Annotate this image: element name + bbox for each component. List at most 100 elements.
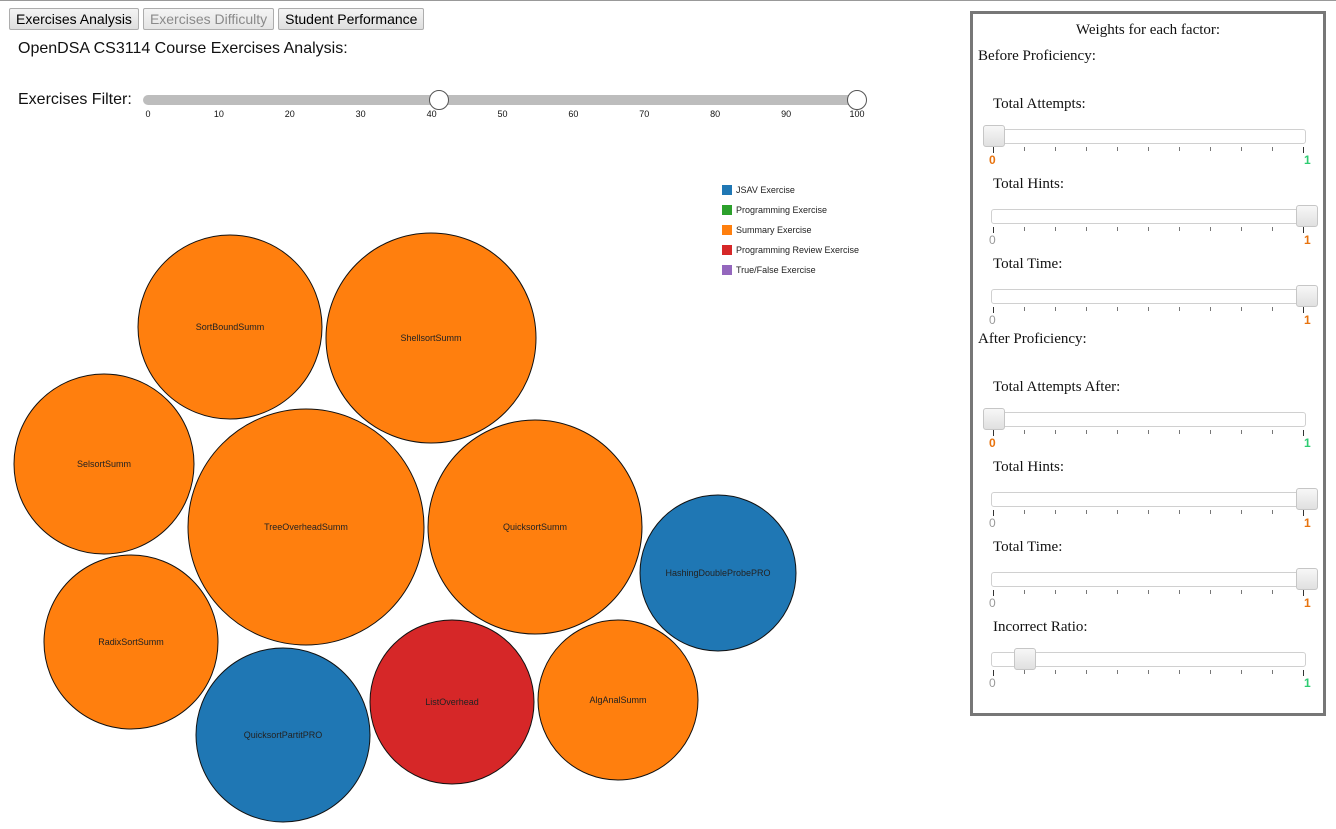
weight-factor-label: Incorrect Ratio: xyxy=(993,619,1088,635)
weight-slider-ticks xyxy=(993,510,1304,516)
before-proficiency-label: Before Proficiency: xyxy=(978,48,1096,64)
weight-slider-handle[interactable] xyxy=(1296,205,1318,227)
exercise-bubble-circle[interactable] xyxy=(43,554,219,730)
view-tabs: Exercises Analysis Exercises Difficulty … xyxy=(9,8,425,30)
weight-slider-ticks xyxy=(993,590,1304,596)
exercise-bubble[interactable]: QuicksortSumm xyxy=(427,419,643,635)
legend-swatch xyxy=(722,265,732,275)
weight-slider-handle[interactable] xyxy=(1014,648,1037,670)
weight-slider-handle[interactable] xyxy=(1296,568,1318,590)
exercise-bubble[interactable]: ListOverhead xyxy=(369,619,535,785)
weight-slider-track[interactable] xyxy=(991,412,1306,427)
exercise-bubble[interactable]: TreeOverheadSumm xyxy=(187,408,425,646)
weight-max-label: 1 xyxy=(1304,516,1311,530)
exercise-bubble-label: QuicksortSumm xyxy=(503,522,567,532)
weight-min-label: 0 xyxy=(989,676,996,690)
weight-slider-ticks xyxy=(993,670,1304,676)
filter-tick-label: 50 xyxy=(497,109,508,119)
exercise-bubble-circle[interactable] xyxy=(325,232,537,444)
weight-factor-label: Total Time: xyxy=(993,539,1063,555)
filter-tick-label: 10 xyxy=(213,109,224,119)
legend-label: True/False Exercise xyxy=(736,265,816,275)
filter-tick-label: 90 xyxy=(781,109,792,119)
weight-slider-track[interactable] xyxy=(991,209,1306,224)
filter-tick-label: 60 xyxy=(568,109,579,119)
weight-slider-track[interactable] xyxy=(991,652,1306,667)
exercise-bubble[interactable]: QuicksortPartitPRO xyxy=(195,647,371,823)
filter-tick-label: 70 xyxy=(639,109,650,119)
weight-max-label: 1 xyxy=(1304,153,1311,167)
weight-max-label: 1 xyxy=(1304,233,1311,247)
weights-title: Weights for each factor: xyxy=(1075,22,1221,38)
legend-swatch xyxy=(722,245,732,255)
exercise-bubble[interactable]: SelsortSumm xyxy=(13,373,195,555)
top-divider xyxy=(0,0,1336,1)
weight-factor-label: Total Time: xyxy=(993,256,1063,272)
weight-slider-track[interactable] xyxy=(991,492,1306,507)
tab-exercises-difficulty: Exercises Difficulty xyxy=(142,8,275,30)
legend-item: Programming Exercise xyxy=(722,200,859,220)
exercise-bubble-circle[interactable] xyxy=(187,408,425,646)
legend-item: True/False Exercise xyxy=(722,260,859,280)
exercise-bubble-label: RadixSortSumm xyxy=(98,637,164,647)
exercise-bubble-label: SelsortSumm xyxy=(77,459,131,469)
exercises-filter-track[interactable] xyxy=(143,95,861,105)
exercise-bubble-circle[interactable] xyxy=(137,234,323,420)
exercise-bubble[interactable]: HashingDoubleProbePRO xyxy=(639,494,797,652)
filter-tick-label: 0 xyxy=(145,109,151,119)
weight-slider-ticks xyxy=(993,307,1304,313)
legend-label: Programming Review Exercise xyxy=(736,245,860,255)
exercise-bubble-circle[interactable] xyxy=(369,619,535,785)
filter-tick-label: 30 xyxy=(355,109,366,119)
weight-max-label: 1 xyxy=(1304,313,1311,327)
weight-factor-label: Total Attempts After: xyxy=(993,379,1121,395)
weight-min-label: 0 xyxy=(989,233,996,247)
exercise-bubble[interactable]: AlgAnalSumm xyxy=(537,619,699,781)
weight-slider-ticks xyxy=(993,430,1304,436)
exercise-bubble-circle[interactable] xyxy=(13,373,195,555)
page-title: OpenDSA CS3114 Course Exercises Analysis… xyxy=(18,40,348,57)
exercise-bubble-circle[interactable] xyxy=(195,647,371,823)
weight-slider-handle[interactable] xyxy=(1296,285,1318,307)
weight-slider-handle[interactable] xyxy=(983,125,1005,147)
tab-student-performance[interactable]: Student Performance xyxy=(278,8,425,30)
tab-exercises-analysis[interactable]: Exercises Analysis xyxy=(9,8,139,30)
weight-slider-handle[interactable] xyxy=(983,408,1005,430)
weight-slider-track[interactable] xyxy=(991,572,1306,587)
weight-min-label: 0 xyxy=(989,596,996,610)
filter-tick-label: 40 xyxy=(426,109,437,119)
weight-slider-track[interactable] xyxy=(991,129,1306,144)
weights-panel: Weights for each factor: Before Proficie… xyxy=(970,11,1326,716)
exercise-bubble-label: HashingDoubleProbePRO xyxy=(665,568,770,578)
weight-factor-label: Total Hints: xyxy=(993,176,1065,192)
weight-slider-track[interactable] xyxy=(991,289,1306,304)
filter-max-handle[interactable] xyxy=(847,90,867,110)
weight-min-label: 0 xyxy=(989,313,996,327)
after-proficiency-label: After Proficiency: xyxy=(978,331,1087,347)
weight-max-label: 1 xyxy=(1304,596,1311,610)
exercise-bubble-label: SortBoundSumm xyxy=(196,322,265,332)
weight-factor-label: Total Attempts: xyxy=(993,96,1086,112)
exercise-bubble-circle[interactable] xyxy=(537,619,699,781)
legend-swatch xyxy=(722,185,732,195)
weight-max-label: 1 xyxy=(1304,676,1311,690)
exercise-bubble-circle[interactable] xyxy=(639,494,797,652)
legend-swatch xyxy=(722,225,732,235)
filter-min-handle[interactable] xyxy=(428,90,449,110)
exercise-bubble[interactable]: RadixSortSumm xyxy=(43,554,219,730)
legend-item: Programming Review Exercise xyxy=(722,240,859,260)
exercise-bubble-label: TreeOverheadSumm xyxy=(264,522,348,532)
exercise-bubble-label: ListOverhead xyxy=(425,697,479,707)
exercise-bubble-label: AlgAnalSumm xyxy=(589,695,646,705)
weight-min-label: 0 xyxy=(989,153,996,167)
exercise-bubble-circle[interactable] xyxy=(427,419,643,635)
legend: JSAV Exercise Programming Exercise Summary… xyxy=(722,180,859,280)
exercise-bubble[interactable]: SortBoundSumm xyxy=(137,234,323,420)
weight-slider-handle[interactable] xyxy=(1296,488,1318,510)
exercise-bubble-label: ShellsortSumm xyxy=(400,333,461,343)
filter-tick-label: 80 xyxy=(710,109,721,119)
exercise-bubble[interactable]: ShellsortSumm xyxy=(325,232,537,444)
legend-item: JSAV Exercise xyxy=(722,180,859,200)
legend-label: JSAV Exercise xyxy=(736,185,795,195)
legend-item: Summary Exercise xyxy=(722,220,859,240)
